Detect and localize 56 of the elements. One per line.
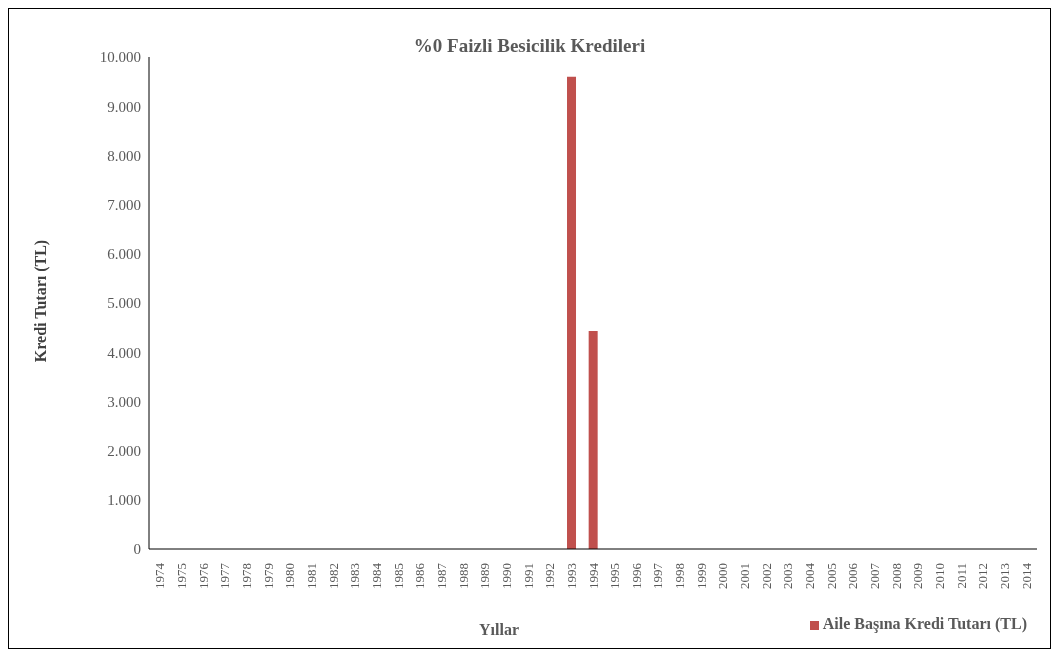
y-tick-label: 7.000 — [107, 196, 141, 213]
x-tick-label: 2008 — [888, 563, 904, 589]
x-tick-label: 1994 — [585, 562, 601, 589]
x-tick-label: 1984 — [368, 562, 384, 589]
x-tick-label: 1988 — [455, 563, 471, 589]
x-tick-label: 2002 — [758, 563, 774, 589]
y-tick-label: 2.000 — [107, 442, 141, 459]
x-tick-label: 1991 — [520, 563, 536, 589]
x-tick-label: 2003 — [780, 563, 796, 589]
x-tick-label: 1995 — [607, 563, 623, 589]
y-tick-label: 4.000 — [107, 344, 141, 361]
x-tick-label: 1987 — [433, 562, 449, 589]
x-tick-label: 1979 — [260, 563, 276, 589]
x-tick-label: 1999 — [693, 563, 709, 589]
chart-title: %0 Faizli Besicilik Kredileri — [413, 35, 646, 56]
y-tick-label: 8.000 — [107, 147, 141, 164]
y-axis-title: Kredi Tutarı (TL) — [32, 239, 50, 363]
x-tick-label: 2006 — [845, 562, 861, 589]
x-axis-title: Yıllar — [479, 621, 519, 639]
y-tick-label: 3.000 — [107, 393, 141, 410]
x-tick-label: 1976 — [195, 562, 211, 589]
x-tick-label: 1989 — [477, 563, 493, 589]
x-tick-label: 2010 — [932, 563, 948, 589]
x-tick-label: 1992 — [542, 563, 558, 589]
x-tick-label: 2013 — [997, 563, 1013, 589]
x-tick-label: 2014 — [1018, 562, 1034, 589]
x-tick-label: 1982 — [325, 563, 341, 589]
x-tick-label: 2009 — [910, 563, 926, 589]
x-tick-label: 1978 — [238, 563, 254, 589]
x-tick-label: 1974 — [152, 562, 168, 589]
y-tick-label: 0 — [133, 541, 141, 558]
y-tick-label: 6.000 — [107, 246, 141, 263]
x-tick-label: 2011 — [953, 563, 969, 589]
y-tick-label: 10.000 — [99, 49, 141, 66]
x-tick-label: 1997 — [650, 562, 666, 589]
x-tick-label: 1990 — [498, 563, 514, 589]
x-tick-label: 1981 — [303, 563, 319, 589]
x-tick-label: 1985 — [390, 563, 406, 589]
x-tick-label: 2004 — [802, 562, 818, 589]
y-tick-label: 1.000 — [107, 492, 141, 509]
y-tick-label: 5.000 — [107, 295, 141, 312]
x-tick-label: 1998 — [672, 563, 688, 589]
x-tick-label: 1975 — [173, 563, 189, 589]
x-tick-label: 1983 — [347, 563, 363, 589]
x-tick-label: 1980 — [282, 563, 298, 589]
x-tick-label: 1996 — [628, 562, 644, 589]
x-tick-label: 1986 — [412, 562, 428, 589]
x-tick-label: 2000 — [715, 563, 731, 589]
x-tick-label: 2007 — [867, 562, 883, 589]
x-tick-label: 2001 — [737, 563, 753, 589]
x-tick-label: 2005 — [823, 563, 839, 589]
y-tick-label: 9.000 — [107, 98, 141, 115]
x-tick-label: 1977 — [217, 562, 233, 589]
x-tick-label: 1993 — [563, 563, 579, 589]
x-tick-label: 2012 — [975, 563, 991, 589]
legend-label: Aile Başına Kredi Tutarı (TL) — [822, 615, 1027, 632]
